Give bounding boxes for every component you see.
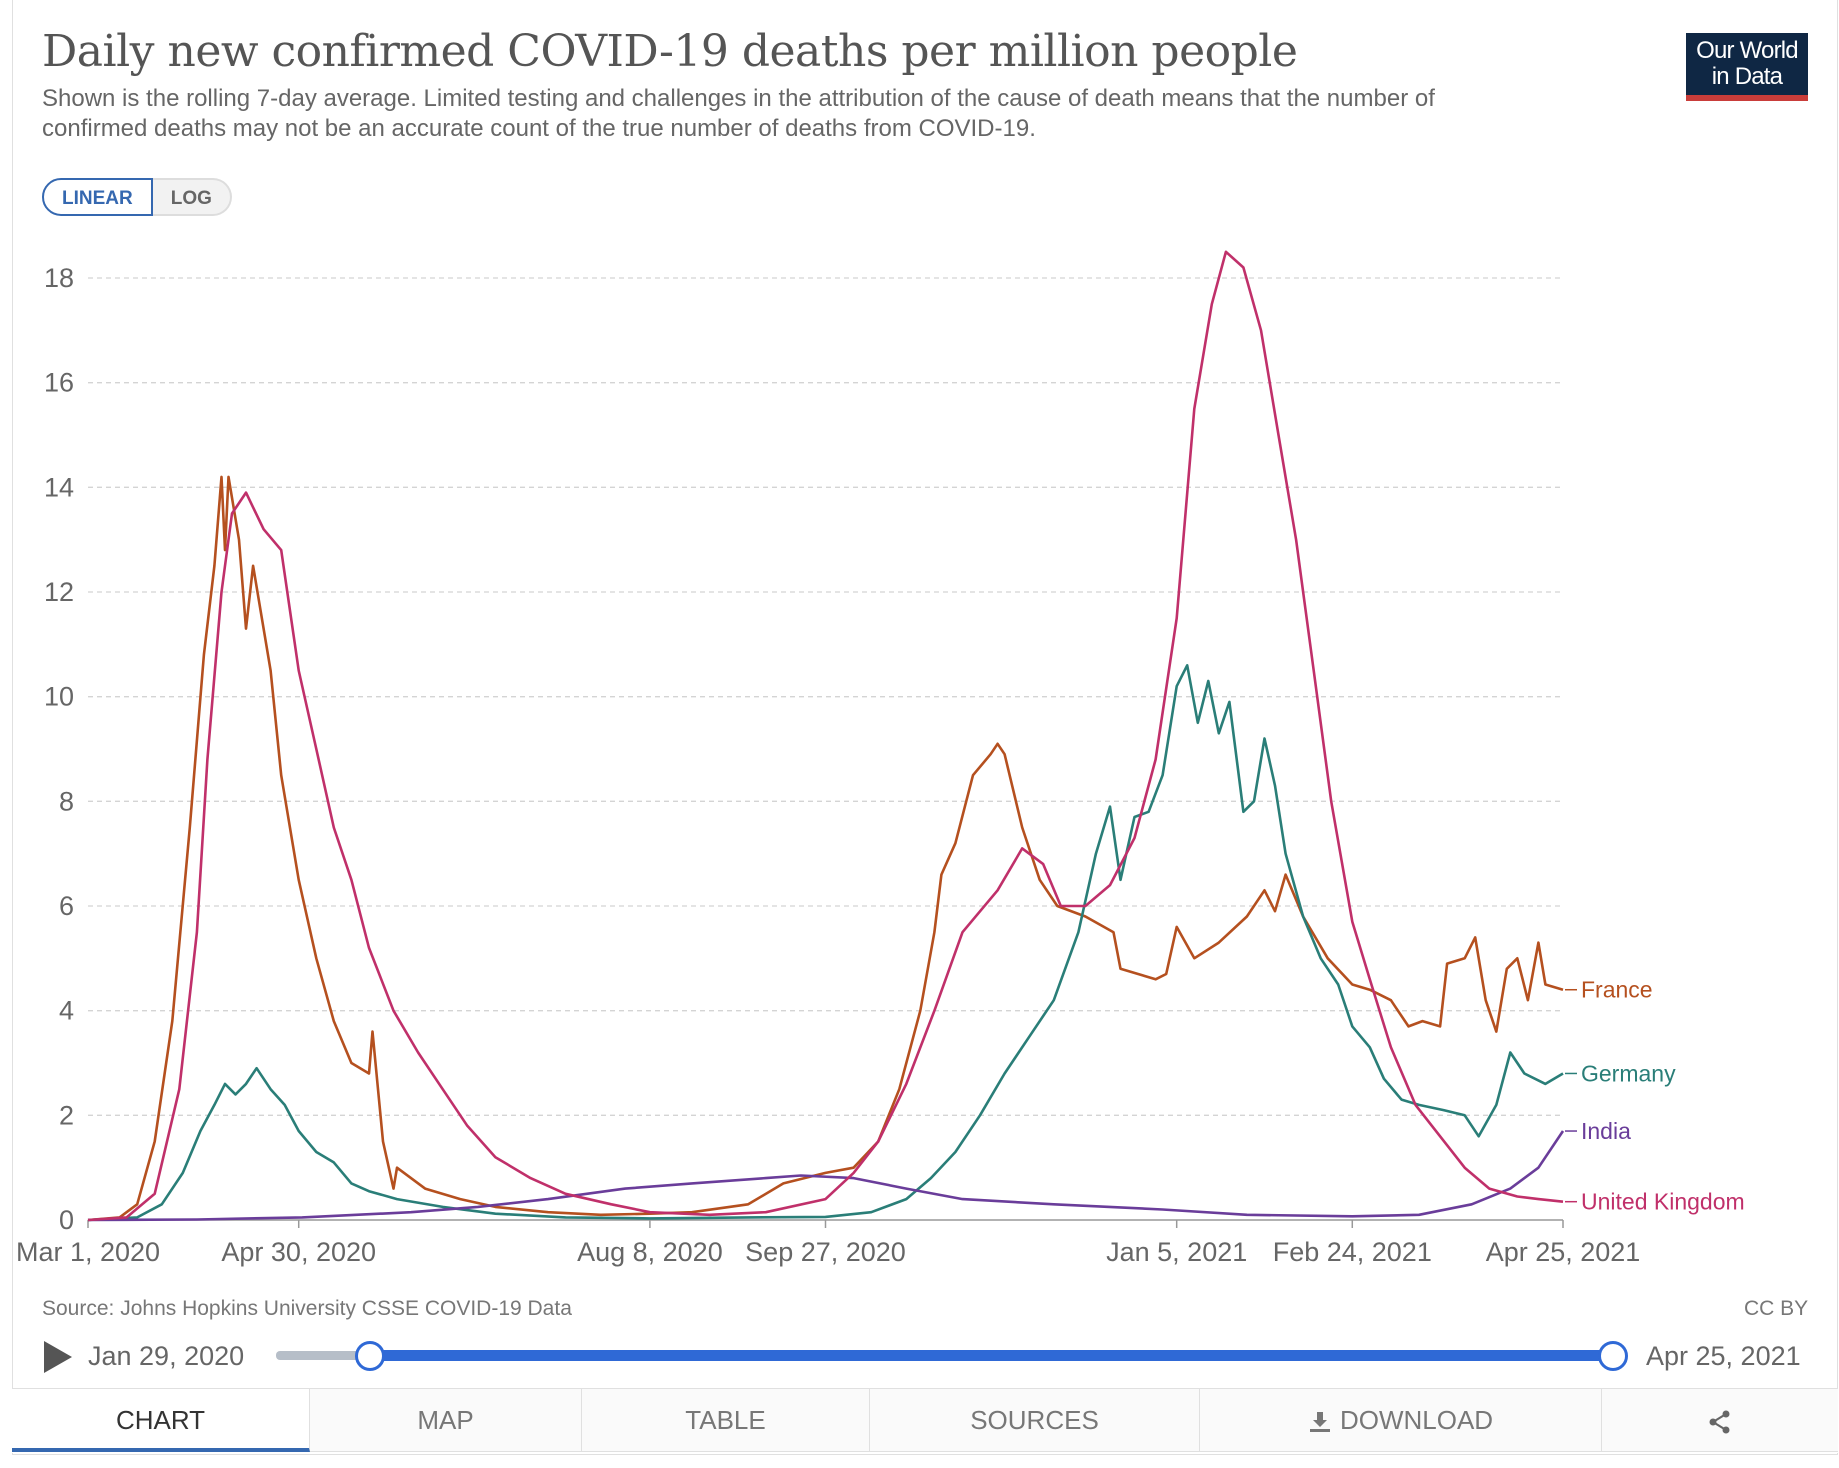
- log-scale-button[interactable]: LOG: [152, 178, 232, 216]
- x-tick-label: Apr 30, 2020: [221, 1237, 376, 1267]
- y-tick-label: 14: [44, 472, 74, 502]
- x-tick-label: Apr 25, 2021: [1486, 1237, 1641, 1267]
- y-tick-label: 16: [44, 368, 74, 398]
- series-label-france[interactable]: France: [1581, 977, 1653, 1003]
- timeline-start-handle[interactable]: [355, 1341, 385, 1371]
- y-tick-label: 0: [59, 1205, 74, 1235]
- series-label-india[interactable]: India: [1581, 1118, 1631, 1144]
- timeline-selected-range[interactable]: [370, 1350, 1613, 1361]
- x-tick-label: Jan 5, 2021: [1106, 1237, 1247, 1267]
- series-label-united-kingdom[interactable]: United Kingdom: [1581, 1189, 1745, 1215]
- download-label: DOWNLOAD: [1339, 1405, 1494, 1435]
- logo-line-1: Our World: [1696, 37, 1799, 64]
- linear-scale-button[interactable]: LINEAR: [42, 178, 153, 216]
- x-tick-label: Mar 1, 2020: [16, 1237, 160, 1267]
- x-tick-label: Feb 24, 2021: [1273, 1237, 1432, 1267]
- series-layer: [87, 250, 1565, 1222]
- chart-frame: [12, 0, 1838, 1455]
- timeline-end-date: Apr 25, 2021: [1646, 1341, 1801, 1371]
- y-tick-label: 2: [59, 1100, 74, 1130]
- chart-title: Daily new confirmed COVID-19 deaths per …: [42, 26, 1298, 77]
- tab-map[interactable]: MAP: [310, 1389, 582, 1452]
- tab-download[interactable]: DOWNLOAD: [1200, 1389, 1602, 1452]
- play-icon[interactable]: [44, 1341, 72, 1373]
- tab-sources[interactable]: SOURCES: [870, 1389, 1200, 1452]
- tab-chart[interactable]: CHART: [12, 1389, 310, 1452]
- owid-logo[interactable]: Our World in Data: [1686, 33, 1808, 101]
- axis-layer: 0 2 4 6 8 10 12 14 16 18 Mar 1, 2020 Apr 30, 2020 Au…: [16, 263, 1640, 1267]
- series-line-germany[interactable]: [87, 664, 1564, 1222]
- series-label-germany[interactable]: Germany: [1581, 1060, 1676, 1086]
- y-tick-label: 6: [59, 891, 74, 921]
- series-line-france[interactable]: [87, 475, 1564, 1222]
- tab-bar: CHART MAP TABLE SOURCES DOWNLOAD: [12, 1388, 1838, 1453]
- y-tick-label: 18: [44, 263, 74, 293]
- y-tick-label: 8: [59, 786, 74, 816]
- line-chart: 0 2 4 6 8 10 12 14 16 18 Mar 1, 2020 Apr 30, 2020 Au…: [16, 250, 1745, 1267]
- logo-line-2: in Data: [1711, 63, 1783, 90]
- tab-table[interactable]: TABLE: [582, 1389, 870, 1452]
- license-link[interactable]: CC BY: [1744, 1297, 1809, 1320]
- y-tick-label: 12: [44, 577, 74, 607]
- x-tick-label: Aug 8, 2020: [577, 1237, 723, 1267]
- grid-layer: [88, 277, 1563, 1116]
- y-tick-label: 4: [59, 996, 74, 1026]
- scale-toggle: LINEAR LOG: [42, 178, 232, 216]
- series-line-united-kingdom[interactable]: [87, 250, 1564, 1222]
- chart-subtitle: Shown is the rolling 7-day average. Limi…: [42, 85, 1435, 142]
- series-label-layer: France Germany India United Kingdom: [1565, 977, 1745, 1215]
- source-note: Source: Johns Hopkins University CSSE CO…: [42, 1297, 572, 1320]
- tab-share[interactable]: [1602, 1389, 1838, 1452]
- timeline-start-date: Jan 29, 2020: [88, 1341, 245, 1371]
- share-icon: [1709, 1410, 1730, 1434]
- timeline-end-handle[interactable]: [1598, 1341, 1628, 1371]
- y-tick-label: 10: [44, 682, 74, 712]
- download-icon: [1309, 1412, 1330, 1433]
- x-tick-label: Sep 27, 2020: [745, 1237, 906, 1267]
- series-line-india[interactable]: [87, 1130, 1565, 1222]
